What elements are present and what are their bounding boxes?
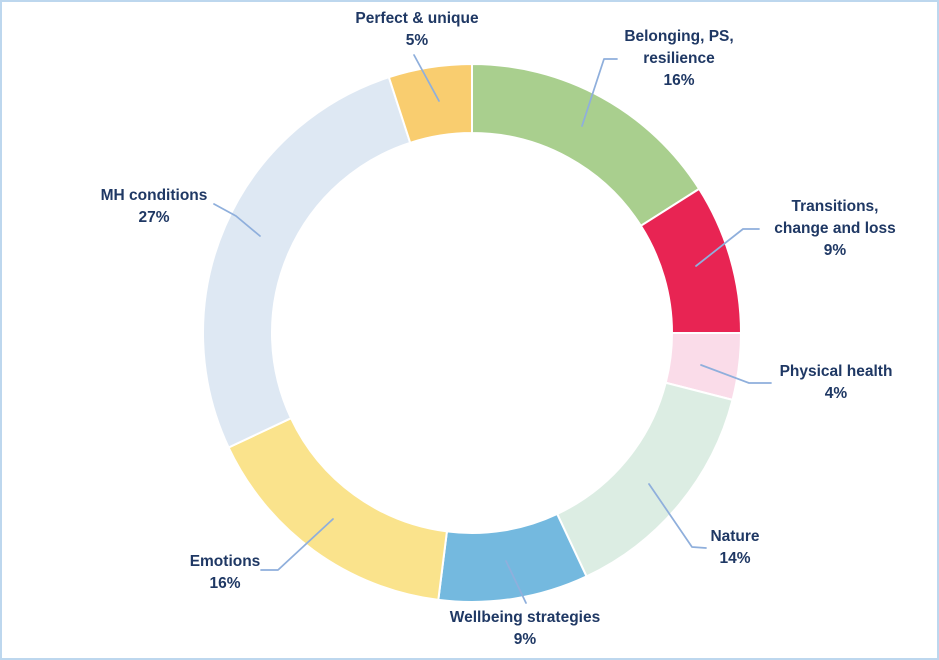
leader-line-emotions (260, 518, 334, 571)
label-wellbeing-pct: 9% (513, 631, 537, 648)
label-physical-health: Physical health 4% (780, 361, 893, 405)
leader-line-wellbeing (505, 560, 527, 604)
leader-line-perfect-unique (413, 54, 440, 102)
label-emotions: Emotions 16% (190, 551, 261, 595)
label-emotions-pct: 16% (209, 575, 241, 592)
label-nature-pct: 14% (719, 550, 751, 567)
label-mh-conditions-pct: 27% (138, 209, 170, 226)
label-perfect-unique-line1: Perfect & unique (355, 10, 479, 27)
label-emotions-line1: Emotions (189, 553, 261, 570)
slice-emotions (227, 417, 448, 601)
label-transitions-pct: 9% (823, 242, 847, 259)
label-belonging: Belonging, PS, resilience 16% (624, 26, 733, 92)
label-wellbeing: Wellbeing strategies 9% (450, 607, 600, 651)
label-transitions-line1: Transitions, (791, 198, 879, 215)
leader-line-belonging (581, 58, 618, 127)
label-perfect-unique: Perfect & unique 5% (355, 8, 478, 52)
label-belonging-line2: resilience (643, 50, 715, 67)
label-physical-health-line1: Physical health (779, 363, 893, 380)
label-belonging-pct: 16% (663, 72, 695, 89)
label-nature: Nature 14% (710, 526, 759, 570)
leader-line-transitions (695, 228, 760, 267)
donut-slices-group (202, 63, 742, 603)
label-wellbeing-line1: Wellbeing strategies (449, 609, 601, 626)
leader-line-physical-health (700, 364, 772, 384)
leader-line-nature (648, 483, 707, 549)
label-physical-health-pct: 4% (824, 385, 848, 402)
label-perfect-unique-pct: 5% (405, 32, 429, 49)
slice-perfect-unique (387, 63, 473, 144)
slice-mh-conditions (202, 76, 412, 449)
label-transitions-line2: change and loss (774, 220, 896, 237)
label-nature-line1: Nature (710, 528, 760, 545)
label-mh-conditions-line1: MH conditions (100, 187, 208, 204)
leader-lines-group (213, 54, 772, 604)
label-belonging-line1: Belonging, PS, (624, 28, 734, 45)
slice-wellbeing-strategies (437, 512, 588, 603)
leader-line-mh-conditions (213, 203, 261, 237)
label-transitions: Transitions, change and loss 9% (774, 196, 895, 262)
label-mh-conditions: MH conditions 27% (101, 185, 208, 229)
